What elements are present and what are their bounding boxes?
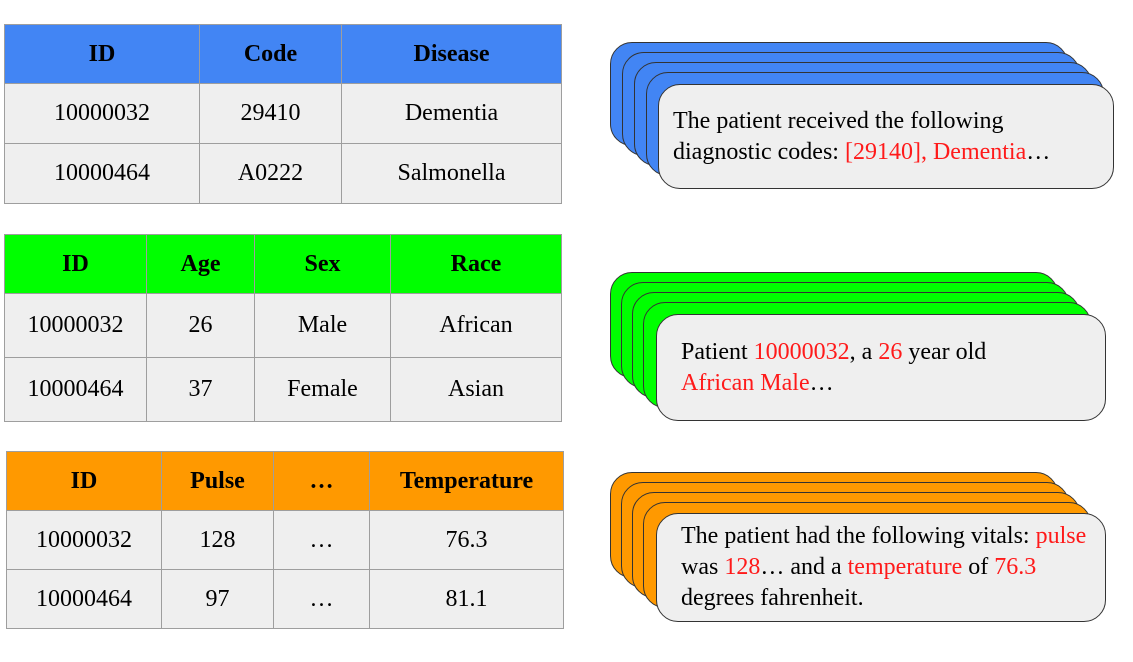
text-highlight: African Male — [681, 369, 810, 396]
header-sex: Sex — [254, 234, 391, 294]
vitals-text-card: The patient had the following vitals: pu… — [656, 513, 1106, 622]
table-row: 10000032 29410 Dementia — [4, 83, 562, 144]
text-highlight: 76.3 — [994, 554, 1037, 580]
text-highlight: temperature — [847, 554, 963, 580]
table-row: 10000464 97 … 81.1 — [6, 569, 564, 629]
cell-id: 10000032 — [6, 510, 162, 570]
text-highlight: [29140], Dementia — [844, 138, 1027, 165]
table-row: 10000032 26 Male African — [4, 293, 562, 358]
diagnoses-card-stack: The patient received the following diagn… — [610, 42, 1115, 192]
text-highlight: 10000032 — [753, 338, 850, 365]
cell-disease: Dementia — [341, 83, 562, 144]
header-id: ID — [4, 24, 200, 84]
text-plain: The patient received the following diagn… — [673, 107, 1004, 165]
cell-disease: Salmonella — [341, 143, 562, 204]
cell-code: A0222 — [199, 143, 342, 204]
cell-id: 10000032 — [4, 83, 200, 144]
demographics-table: ID Age Sex Race 10000032 26 Male African… — [4, 234, 562, 422]
table-header-row: ID Age Sex Race — [4, 234, 562, 294]
text-plain: year old — [902, 338, 987, 365]
cell-temperature: 76.3 — [369, 510, 564, 570]
cell-age: 26 — [146, 293, 255, 358]
header-ellipsis: … — [273, 451, 370, 511]
cell-race: Asian — [390, 357, 562, 422]
cell-id: 10000464 — [6, 569, 162, 629]
text-plain: … and a — [760, 554, 848, 580]
text-plain: of — [962, 554, 995, 580]
text-plain: … — [1026, 138, 1051, 165]
vitals-sentence: The patient had the following vitals: pu… — [681, 521, 1091, 614]
text-plain: , a — [849, 338, 879, 365]
cell-code: 29410 — [199, 83, 342, 144]
cell-ellipsis: … — [273, 510, 370, 570]
cell-race: African — [390, 293, 562, 358]
cell-age: 37 — [146, 357, 255, 422]
header-id: ID — [6, 451, 162, 511]
table-row: 10000032 128 … 76.3 — [6, 510, 564, 570]
header-code: Code — [199, 24, 342, 84]
header-age: Age — [146, 234, 255, 294]
cell-temperature: 81.1 — [369, 569, 564, 629]
cell-id: 10000032 — [4, 293, 147, 358]
demographics-sentence: Patient 10000032, a 26 year old African … — [681, 337, 986, 399]
demographics-text-card: Patient 10000032, a 26 year old African … — [656, 314, 1106, 421]
cell-ellipsis: … — [273, 569, 370, 629]
text-highlight: 128 — [724, 554, 761, 580]
text-plain: Patient — [681, 338, 754, 365]
table-row: 10000464 A0222 Salmonella — [4, 143, 562, 204]
text-plain: … — [809, 369, 834, 396]
table-header-row: ID Pulse … Temperature — [6, 451, 564, 511]
header-temperature: Temperature — [369, 451, 564, 511]
diagnoses-table: ID Code Disease 10000032 29410 Dementia … — [4, 24, 562, 204]
cell-pulse: 97 — [161, 569, 274, 629]
text-plain: The patient had the following vitals: — [681, 523, 1036, 549]
header-id: ID — [4, 234, 147, 294]
vitals-card-stack: The patient had the following vitals: pu… — [610, 472, 1110, 624]
text-plain: degrees fahrenheit. — [681, 585, 864, 611]
header-race: Race — [390, 234, 562, 294]
text-highlight: 26 — [878, 338, 903, 365]
cell-sex: Female — [254, 357, 391, 422]
cell-id: 10000464 — [4, 357, 147, 422]
text-plain: was — [681, 554, 725, 580]
header-disease: Disease — [341, 24, 562, 84]
diagnoses-sentence: The patient received the following diagn… — [673, 106, 1099, 168]
cell-id: 10000464 — [4, 143, 200, 204]
cell-sex: Male — [254, 293, 391, 358]
demographics-card-stack: Patient 10000032, a 26 year old African … — [610, 272, 1110, 424]
diagnoses-text-card: The patient received the following diagn… — [658, 84, 1114, 189]
header-pulse: Pulse — [161, 451, 274, 511]
cell-pulse: 128 — [161, 510, 274, 570]
table-header-row: ID Code Disease — [4, 24, 562, 84]
text-highlight: pulse — [1035, 523, 1087, 549]
table-row: 10000464 37 Female Asian — [4, 357, 562, 422]
vitals-table: ID Pulse … Temperature 10000032 128 … 76… — [6, 451, 564, 629]
